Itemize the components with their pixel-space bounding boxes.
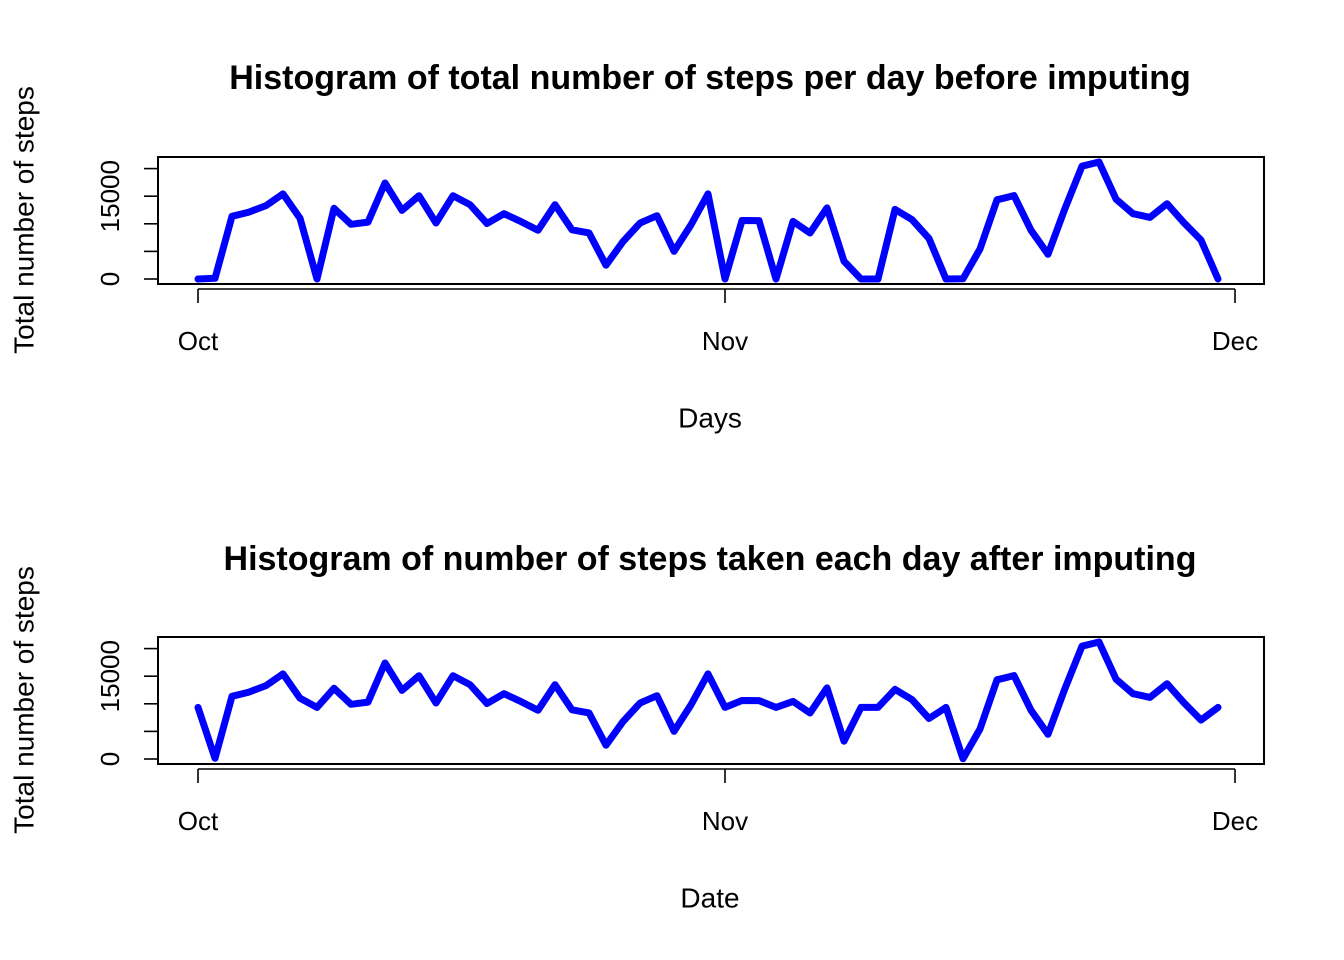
chart-title-1: Histogram of total number of steps per d… bbox=[229, 59, 1191, 97]
y-tick-label: 0 bbox=[95, 752, 125, 766]
y-tick-label: 15000 bbox=[95, 640, 125, 712]
chart-title-2: Histogram of number of steps taken each … bbox=[224, 540, 1197, 578]
x-tick-label: Oct bbox=[178, 806, 219, 836]
y-tick-label: 0 bbox=[95, 272, 125, 286]
x-axis-title-2: Date bbox=[680, 882, 739, 913]
series-line-2 bbox=[194, 638, 1222, 763]
x-tick-label: Dec bbox=[1212, 326, 1258, 356]
y-axis-title-2: Total number of steps bbox=[8, 566, 39, 834]
x-tick-label: Oct bbox=[178, 326, 219, 356]
series-line-1 bbox=[194, 158, 1222, 283]
x-tick-label: Dec bbox=[1212, 806, 1258, 836]
y-axis-title-1: Total number of steps bbox=[8, 86, 39, 354]
x-tick-label: Nov bbox=[702, 326, 748, 356]
x-tick-label: Nov bbox=[702, 806, 748, 836]
y-tick-label: 15000 bbox=[95, 160, 125, 232]
x-axis-title-1: Days bbox=[678, 402, 742, 433]
